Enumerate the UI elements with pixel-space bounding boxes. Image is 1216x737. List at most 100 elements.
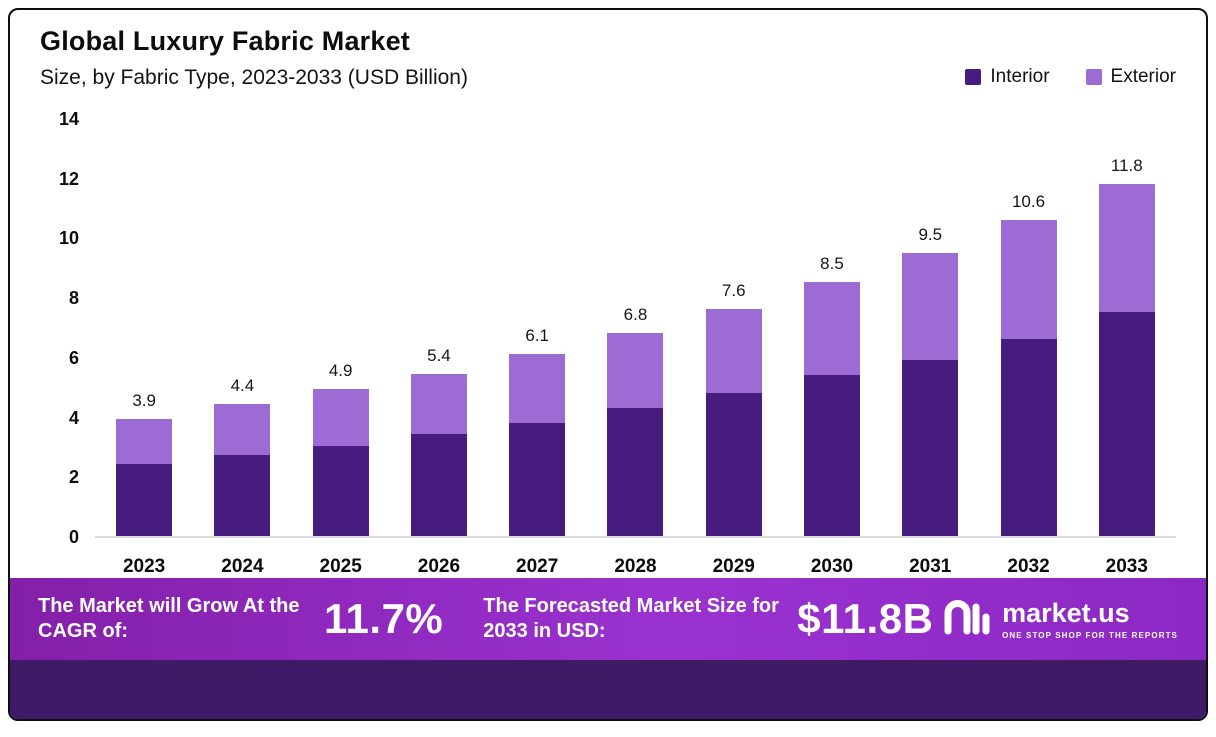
legend-item-exterior: Exterior [1085,66,1176,88]
bar-segment-exterior [214,404,271,455]
bar-value-label: 7.6 [721,281,746,300]
infographic-card: Global Luxury Fabric Market Size, by Fab… [8,8,1208,721]
bar-value-label: 4.4 [230,376,255,395]
bar-segment-interior [312,446,369,536]
x-axis: 2023 2024 2025 2026 2027 2028 2029 2030 2031 2032… [40,538,1176,578]
bar-segment-interior [902,360,959,536]
bar-segment-interior [1098,312,1155,536]
page-title: Global Luxury Fabric Market [40,26,410,56]
x-tick-label: 2030 [810,556,854,577]
x-tick-label: 2025 [319,556,362,577]
bar-value-label: 9.5 [918,225,943,244]
bar-group: 8.5 [783,254,881,536]
legend-label-interior: Interior [990,66,1050,87]
bar-segment-exterior [410,374,467,434]
bar-segment-exterior [1098,184,1155,312]
bar-group: 5.4 [390,346,488,536]
forecast-label: The Forecasted Market Size for 2033 in U… [483,595,779,642]
x-tick-label: 2023 [122,556,166,577]
x-tick-label: 2024 [221,556,264,577]
bar-value-label: 3.9 [132,391,156,410]
stacked-bar [803,282,860,536]
brand-tagline: ONE STOP SHOP FOR THE REPORTS [1002,631,1178,640]
bar-segment-exterior [116,419,173,464]
y-axis: 0 2 4 6 8 10 12 14 [40,109,95,547]
x-tick-label: 2032 [1007,556,1050,577]
bar-segment-exterior [803,282,860,375]
bar-group: 6.1 [488,326,586,536]
y-tick-label: 6 [68,347,79,368]
bar-value-label: 8.5 [820,254,844,273]
x-tick-label: 2029 [712,556,755,577]
chart-subtitle: Size, by Fabric Type, 2023-2033 (USD Bil… [40,66,468,89]
y-tick-label: 4 [68,407,79,428]
x-tick-label: 2027 [516,556,559,577]
chart-header: Global Luxury Fabric Market Size, by Fab… [40,26,1176,90]
stacked-bar [214,404,271,536]
legend-label-exterior: Exterior [1110,66,1176,87]
cagr-label: The Market will Grow At the CAGR of: [38,595,300,642]
y-tick-label: 8 [68,288,79,309]
bar-value-label: 11.8 [1110,156,1143,175]
stacked-bar [1098,184,1155,536]
bar-segment-interior [116,464,173,536]
y-tick-label: 14 [58,109,79,129]
footer-banner: The Market will Grow At the CAGR of: 11.… [10,578,1206,660]
market-us-logo-icon [942,595,992,644]
x-tick-label: 2026 [417,556,461,577]
bar-segment-exterior [312,389,369,446]
bar-value-label: 6.8 [623,305,648,324]
interior-swatch-icon [965,69,982,85]
plot-area: 3.9 4.4 4.9 5.4 6.1 6.8 7.6 8.5 9.5 10.6 11.8 [95,120,1176,538]
stacked-bar [410,374,467,536]
bar-value-label: 6.1 [525,326,550,345]
legend: Interior Exterior [965,66,1176,90]
stacked-bar [509,354,566,536]
forecast-value: $11.8B [797,595,934,642]
bar-value-label: 10.6 [1011,192,1046,211]
bar-group: 7.6 [685,281,783,536]
x-tick-label: 2028 [614,556,657,577]
bar-segment-interior [1000,339,1057,536]
stacked-bar [1000,220,1057,536]
brand-name: market.us [1002,598,1130,628]
stacked-bar [705,309,762,536]
stacked-bar [607,333,664,536]
bar-segment-interior [410,434,467,536]
exterior-swatch-icon [1085,69,1102,85]
bar-group: 4.9 [292,361,390,536]
bar-value-label: 5.4 [427,346,451,365]
bar-value-label: 4.9 [328,361,353,380]
y-tick-label: 10 [58,228,79,249]
stacked-bar [312,389,369,536]
chart-body: 0 2 4 6 8 10 12 14 3.9 4.4 4.9 5.4 6.1 6.8 7.6 8.5 9.5 1… [40,109,1176,547]
bar-segment-interior [705,393,762,536]
bar-group: 4.4 [193,376,291,536]
cagr-value: 11.7% [324,595,444,642]
brand-logo: market.us ONE STOP SHOP FOR THE REPORTS [942,595,1178,644]
bar-segment-exterior [705,309,762,393]
bar-segment-interior [607,408,664,536]
y-tick-label: 0 [68,527,79,547]
y-tick-label: 2 [68,467,79,488]
chart-section: Global Luxury Fabric Market Size, by Fab… [10,10,1206,578]
stacked-bar [902,253,959,536]
legend-item-interior: Interior [965,66,1050,88]
bar-segment-exterior [902,253,959,360]
y-tick-label: 12 [58,168,79,189]
bar-group: 10.6 [979,192,1077,536]
title-block: Global Luxury Fabric Market Size, by Fab… [40,26,468,90]
x-tick-label: 2033 [1105,556,1148,577]
bar-group: 3.9 [95,391,193,536]
brand-text: market.us ONE STOP SHOP FOR THE REPORTS [1002,598,1178,640]
bottom-strip [10,660,1206,719]
bar-group: 6.8 [586,305,684,536]
bar-segment-exterior [1000,220,1057,339]
stacked-bar [116,419,173,536]
bar-group: 9.5 [881,225,979,536]
bar-segment-exterior [509,354,566,423]
x-tick-label: 2031 [909,556,952,577]
bar-segment-interior [214,455,271,536]
bar-segment-interior [509,423,566,536]
bar-group: 11.8 [1078,156,1176,536]
